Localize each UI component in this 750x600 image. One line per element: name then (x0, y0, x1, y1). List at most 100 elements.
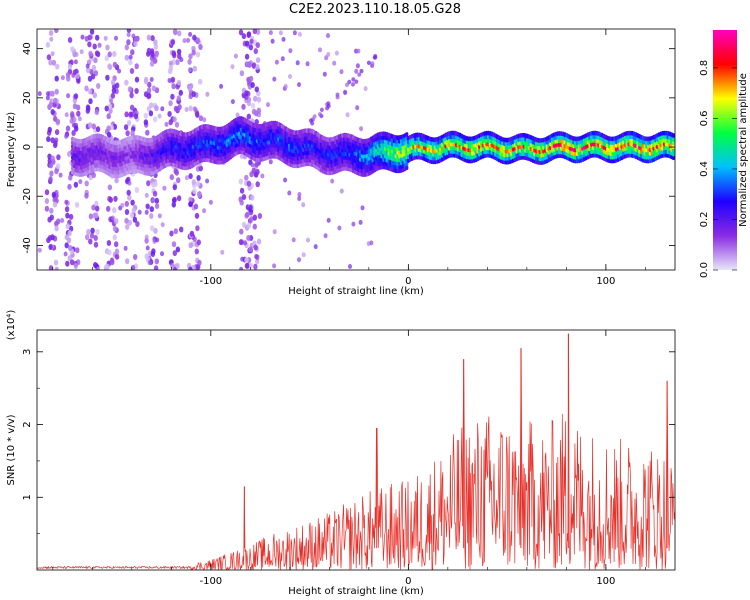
heatmap-cell (145, 245, 150, 251)
heatmap-cell (160, 106, 165, 112)
heatmap-cell (79, 49, 84, 55)
heatmap-cell (175, 59, 180, 66)
heatmap-cell (134, 76, 140, 83)
heatmap-cell (255, 64, 260, 70)
heatmap-cell (254, 119, 259, 125)
y-tick-label: 20 (22, 91, 33, 104)
heatmap-cell (192, 65, 197, 72)
heatmap-cell (334, 50, 339, 56)
heatmap-cell (151, 198, 155, 203)
heatmap-cell (88, 50, 93, 57)
heatmap-cell (252, 214, 257, 220)
heatmap-cell (171, 50, 176, 57)
heatmap-cell (150, 35, 155, 42)
heatmap-cell (65, 223, 70, 230)
heatmap-cell (44, 189, 50, 196)
heatmap-cell (49, 207, 54, 214)
heatmap-cell (144, 209, 149, 215)
heatmap-cell (64, 234, 70, 241)
heatmap-cell (360, 205, 365, 211)
heatmap-cell (176, 177, 181, 184)
heatmap-cell (85, 67, 91, 74)
heatmap-cell (168, 100, 173, 107)
heatmap-cell (238, 178, 243, 185)
heatmap-cell (103, 264, 109, 270)
heatmap-cell (192, 34, 197, 41)
colorbar (713, 30, 737, 270)
heatmap-cell (253, 95, 258, 102)
heatmap-cell (52, 201, 58, 208)
heatmap-cell (198, 78, 203, 85)
heatmap-cell (95, 205, 100, 212)
heatmap-cell (244, 262, 250, 269)
heatmap-cell (257, 213, 263, 219)
heatmap-cell (96, 266, 101, 270)
heatmap-cell (150, 251, 156, 257)
heatmap-cell (312, 114, 317, 119)
heatmap-cell (241, 103, 246, 110)
heatmap-cell (235, 112, 240, 118)
heatmap-cell (76, 110, 81, 117)
heatmap-cell (67, 230, 72, 237)
heatmap-cell (112, 51, 117, 57)
heatmap-cell (233, 53, 238, 59)
heatmap-cell (143, 112, 148, 119)
heatmap-cell (177, 30, 182, 37)
heatmap-cell (153, 227, 158, 234)
heatmap-cell (160, 251, 164, 257)
heatmap-cell (154, 258, 159, 265)
heatmap-cell (135, 221, 140, 227)
heatmap-cell (208, 199, 213, 205)
heatmap-cell (153, 116, 158, 123)
heatmap-cell (252, 29, 257, 35)
heatmap-cell (144, 237, 149, 244)
heatmap-cell (184, 175, 189, 181)
heatmap-cell (126, 189, 131, 196)
heatmap-cell (358, 219, 363, 225)
heatmap-cell (129, 68, 135, 74)
heatmap-cell (151, 181, 156, 188)
heatmap-cell (88, 238, 93, 245)
heatmap-cell (137, 209, 142, 215)
heatmap-cell (171, 197, 177, 204)
y-tick-label: 0 (22, 144, 33, 150)
heatmap-cell (148, 110, 154, 117)
heatmap-cell (70, 111, 75, 118)
heatmap-cell (254, 161, 259, 168)
heatmap-cell (253, 263, 258, 270)
heatmap-cell (104, 105, 109, 112)
heatmap-cell (323, 233, 328, 239)
heatmap-cell (187, 67, 192, 73)
heatmap-cell (112, 225, 118, 232)
heatmap-cell (278, 30, 283, 36)
heatmap-cell (71, 122, 76, 128)
heatmap-cell (220, 249, 225, 255)
heatmap-cell (127, 194, 132, 201)
heatmap-cell (54, 168, 59, 175)
heatmap-cell (339, 69, 344, 75)
heatmap-cell (170, 76, 176, 83)
y-axis-label: SNR (10 * v/v) (6, 414, 17, 485)
heatmap-cell (89, 232, 95, 239)
colorbar-tick-label: 0.4 (699, 161, 710, 177)
heatmap-cell (308, 118, 313, 123)
heatmap-cell (252, 223, 257, 230)
heatmap-cell (114, 253, 120, 260)
y-tick-label: 2 (22, 421, 33, 427)
heatmap-cell (157, 113, 162, 119)
heatmap-cell (244, 53, 250, 60)
heatmap-cell (114, 218, 119, 225)
colorbar-tick-label: 0.8 (699, 60, 710, 76)
heatmap-cell (246, 235, 251, 241)
heatmap-cell (105, 44, 110, 51)
heatmap-cell (239, 153, 244, 159)
heatmap-cell (127, 219, 132, 226)
heatmap-cell (48, 101, 53, 108)
heatmap-cell (146, 34, 152, 41)
heatmap-cell (169, 230, 174, 237)
heatmap-cell (405, 165, 409, 171)
heatmap-cell (124, 44, 129, 51)
heatmap-cell (348, 264, 352, 269)
heatmap-cell (143, 119, 149, 126)
heatmap-cell (153, 57, 158, 64)
